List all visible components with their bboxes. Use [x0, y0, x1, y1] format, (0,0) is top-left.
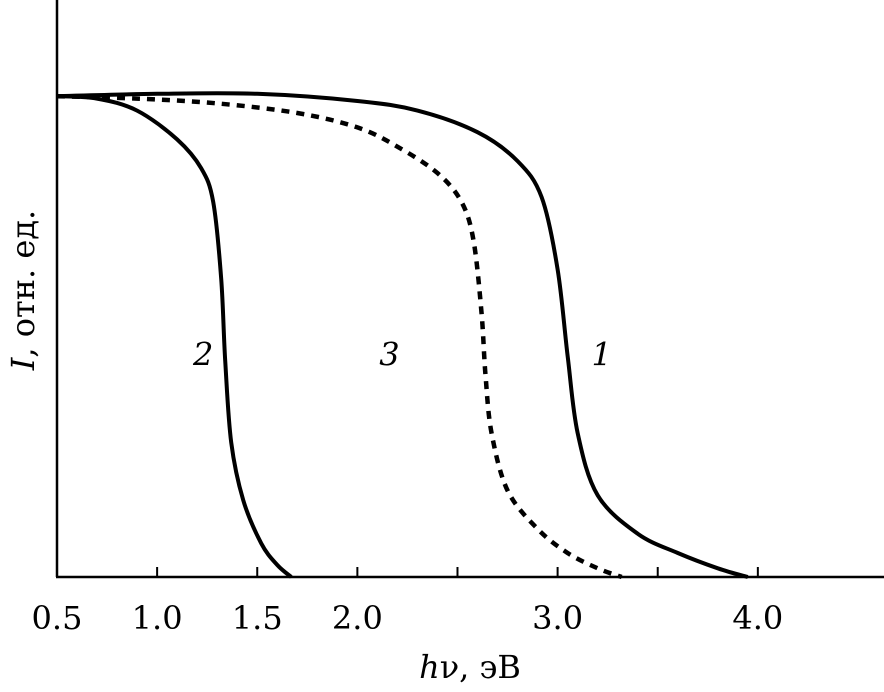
series-line-2	[56, 94, 293, 579]
series-labels: 1 2 3	[192, 335, 612, 373]
x-tick-label: 0.5	[32, 599, 83, 637]
x-ticks: 0.5 1.0 1.5 2.0 3.0 4.0	[32, 567, 783, 637]
series-label-3: 3	[379, 335, 399, 373]
axes	[55, 0, 884, 579]
series-line-1	[56, 91, 749, 579]
series-label-1: 1	[591, 335, 611, 373]
x-tick-label: 2.0	[332, 599, 383, 637]
x-tick-label: 1.0	[132, 599, 183, 637]
x-tick-label: 3.0	[532, 599, 583, 637]
y-axis-title: I, отн. ед.	[4, 210, 42, 371]
series-label-2: 2	[192, 335, 213, 373]
series-line-3	[56, 93, 623, 580]
x-axis-title: hν, эВ	[419, 648, 521, 686]
x-tick-label: 4.0	[732, 599, 783, 637]
x-tick-label: 1.5	[232, 599, 283, 637]
series-group	[56, 91, 749, 580]
